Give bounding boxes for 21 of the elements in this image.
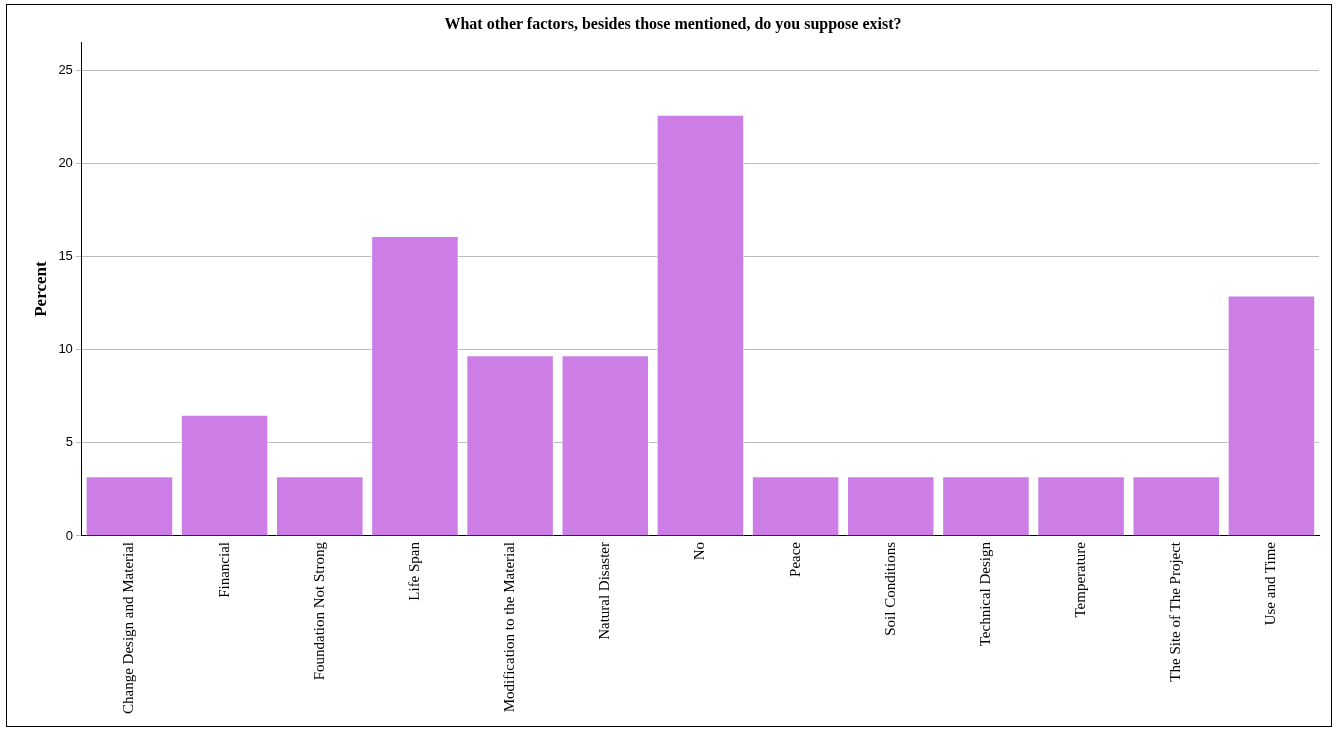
x-tick-label: Financial bbox=[215, 541, 232, 598]
x-tick-label: Natural Disaster bbox=[596, 541, 613, 640]
x-tick-label: Modification to the Material bbox=[501, 541, 518, 713]
x-tick-label: No bbox=[691, 541, 708, 561]
x-tick-label: Use and Time bbox=[1262, 541, 1279, 626]
y-tick-label: 25 bbox=[58, 61, 73, 77]
x-tick-label: Peace bbox=[786, 541, 803, 577]
x-tick-label: Technical Design bbox=[976, 541, 993, 647]
chart-title: What other factors, besides those mentioned, do you suppose exist? bbox=[444, 14, 902, 33]
x-tick-label: The Site of The Project bbox=[1167, 541, 1184, 682]
y-tick-label: 10 bbox=[58, 341, 73, 357]
y-tick-label: 20 bbox=[58, 154, 73, 170]
y-tick-label: 5 bbox=[65, 434, 73, 450]
y-tick-label: 0 bbox=[65, 527, 73, 543]
y-tick-label: 15 bbox=[58, 248, 73, 264]
x-tick-label: Temperature bbox=[1072, 541, 1089, 618]
y-axis-title: Percent bbox=[30, 261, 50, 317]
x-tick-label: Change Design and Material bbox=[120, 541, 137, 714]
x-tick-label: Life Span bbox=[405, 541, 422, 601]
x-tick-label: Foundation Not Strong bbox=[310, 541, 327, 681]
x-tick-label: Soil Conditions bbox=[881, 541, 898, 636]
